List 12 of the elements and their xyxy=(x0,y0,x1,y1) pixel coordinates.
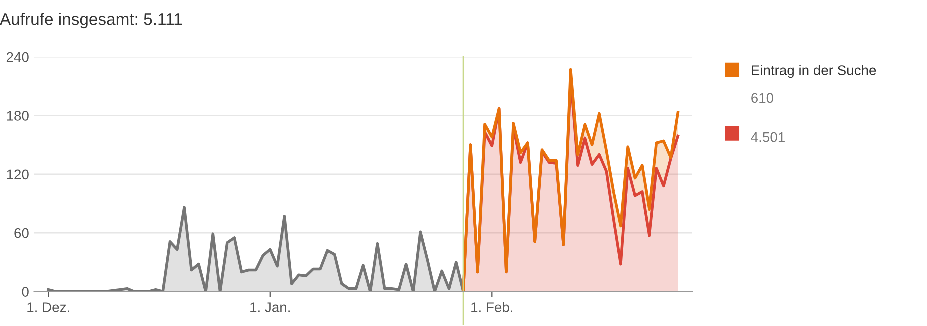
y-tick-label: 60 xyxy=(14,228,29,238)
text: 4.501 xyxy=(751,132,785,142)
x-tick-label: 1. Dez. xyxy=(28,302,70,312)
legend-label: Eintrag in der Suche xyxy=(752,65,876,78)
y-tick-label: 180 xyxy=(7,111,29,121)
chart-title: Aufrufe insgesamt: 5.111 xyxy=(0,13,182,29)
text: 610 xyxy=(752,93,774,104)
y-tick-label: 240 xyxy=(6,52,29,62)
x-tick-label: 1. Jan. xyxy=(250,302,290,312)
x-tick-label: 1. Feb. xyxy=(472,302,513,312)
y-tick-label: 120 xyxy=(7,170,29,180)
y-tick-label: 0 xyxy=(22,287,29,297)
